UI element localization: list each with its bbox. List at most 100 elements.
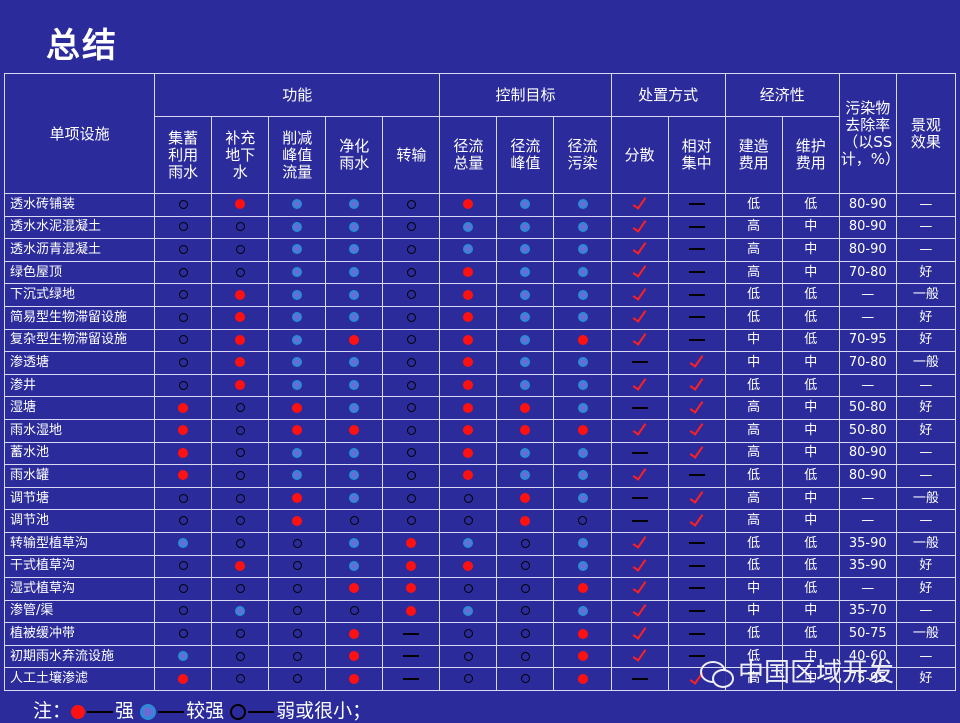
dash-icon [688, 587, 705, 590]
symbol-cell [439, 305, 498, 330]
symbol-cell [268, 215, 327, 240]
facility-name: 透水砖铺装 [3, 193, 156, 217]
dash-icon [631, 361, 648, 364]
strong-dot-icon [349, 334, 360, 345]
symbol-cell [211, 622, 270, 646]
legend: 注： 强 较强 弱或很小； [33, 696, 371, 723]
symbol-cell [610, 509, 669, 533]
weak-circle-icon [235, 516, 245, 526]
symbol-cell [382, 599, 441, 624]
strong-dot-icon [292, 425, 303, 436]
weak-circle-icon [178, 583, 188, 593]
cost-cell: 高 [724, 215, 783, 240]
medium-dot-icon [577, 357, 588, 368]
weak-circle-icon [463, 493, 473, 503]
strong-dot-icon [520, 515, 531, 526]
medium-dot-icon [577, 221, 588, 232]
weak-circle-icon [230, 703, 247, 720]
weak-circle-icon [463, 651, 473, 661]
maint-cell: 中 [781, 441, 840, 466]
medium-dot-icon [463, 605, 474, 616]
check-icon [632, 420, 647, 436]
cost-cell: 低 [724, 554, 783, 579]
table-row: 人工土壤渗滤高中 75-95 好 [3, 667, 957, 692]
medium-dot-icon [520, 221, 531, 232]
medium-dot-icon [235, 605, 246, 616]
table-row: 下沉式绿地低低 — 一般 [3, 283, 957, 307]
symbol-cell [439, 418, 498, 443]
land-cell: 好 [895, 577, 957, 601]
medium-dot-icon [292, 267, 303, 278]
weak-circle-icon [178, 312, 188, 322]
land-cell: 好 [895, 667, 957, 692]
facility-name: 透水水泥混凝土 [3, 215, 156, 240]
symbol-cell [268, 464, 327, 488]
weak-circle-icon [235, 244, 245, 254]
check-icon [632, 194, 647, 211]
cost-cell: 低 [724, 622, 783, 646]
check-icon [632, 623, 647, 640]
maint-cell: 中 [781, 351, 840, 375]
check-icon [689, 510, 704, 527]
symbol-cell [553, 396, 612, 420]
symbol-cell [325, 215, 384, 240]
symbol-cell [667, 351, 726, 375]
facility-name: 植被缓冲带 [3, 622, 156, 646]
table-row: 渗井低低 — — [3, 373, 957, 398]
check-icon [632, 601, 647, 617]
cost-cell: 低 [724, 193, 783, 217]
symbol-cell [496, 622, 555, 646]
symbol-cell [325, 260, 384, 285]
medium-dot-icon [292, 244, 303, 255]
medium-dot-icon [349, 221, 360, 232]
land-cell: 好 [895, 328, 957, 353]
medium-dot-icon [463, 244, 474, 255]
symbol-cell [496, 238, 555, 262]
medium-dot-icon [178, 651, 189, 662]
dash-icon [631, 406, 648, 409]
symbol-cell [553, 441, 612, 466]
strong-dot-icon [235, 380, 246, 391]
header-sub: 建造费用 [724, 116, 783, 194]
symbol-cell [382, 622, 441, 646]
weak-circle-icon [406, 290, 416, 300]
symbol-cell [610, 193, 669, 217]
medium-dot-icon [349, 199, 360, 210]
strong-dot-icon [463, 470, 474, 481]
legend-mid: 较强 [186, 700, 225, 722]
rate-cell: 80-90 [838, 441, 897, 466]
symbol-cell [382, 305, 441, 330]
weak-circle-icon [235, 425, 245, 435]
symbol-cell [268, 486, 327, 511]
strong-dot-icon [235, 334, 246, 345]
strong-dot-icon [520, 402, 531, 413]
medium-dot-icon [577, 493, 588, 504]
weak-circle-icon [178, 561, 188, 571]
symbol-cell [325, 396, 384, 420]
symbol-cell [667, 464, 726, 488]
strong-dot-icon [235, 312, 246, 323]
symbol-cell [439, 509, 498, 533]
symbol-cell [154, 260, 213, 285]
dash-icon [688, 655, 705, 658]
symbol-cell [667, 509, 726, 533]
symbol-cell [325, 193, 384, 217]
medium-dot-icon [520, 199, 531, 210]
medium-dot-icon [349, 357, 360, 368]
symbol-cell [154, 418, 213, 443]
symbol-cell [211, 667, 270, 692]
weak-circle-icon [406, 470, 416, 480]
header-sub: 径流总量 [439, 116, 498, 194]
weak-circle-icon [178, 335, 188, 345]
symbol-cell [553, 554, 612, 579]
header-group-economy: 经济性 [724, 73, 840, 117]
maint-cell: 中 [781, 396, 840, 420]
symbol-cell [610, 373, 669, 398]
weak-circle-icon [178, 629, 188, 639]
rate-cell: 40-60 [838, 644, 897, 669]
land-cell: 好 [895, 418, 957, 443]
symbol-cell [553, 238, 612, 262]
symbol-cell [154, 486, 213, 511]
facility-name: 干式植草沟 [3, 554, 156, 579]
weak-circle-icon [178, 606, 188, 616]
